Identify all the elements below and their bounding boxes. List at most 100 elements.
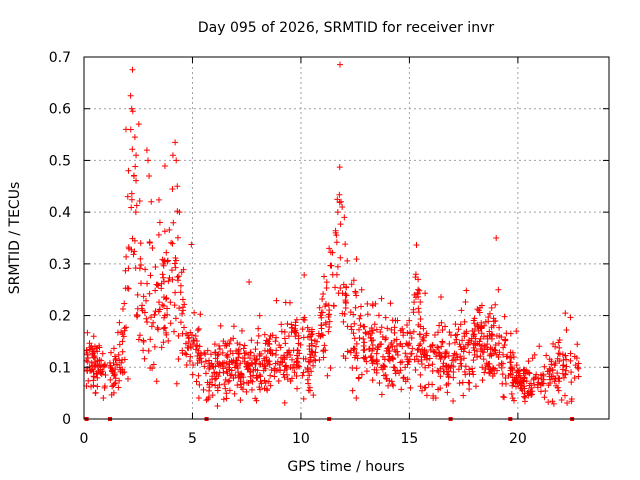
data-point	[417, 371, 424, 378]
data-point	[94, 383, 101, 390]
data-point	[417, 340, 424, 347]
data-point	[155, 326, 162, 333]
data-point	[500, 393, 507, 400]
data-point	[444, 389, 451, 396]
data-point	[364, 311, 371, 318]
data-point	[439, 339, 446, 346]
data-point	[182, 340, 189, 347]
data-point	[252, 360, 259, 367]
data-point	[573, 355, 580, 362]
data-point	[437, 293, 444, 300]
data-point	[301, 316, 308, 323]
data-point	[263, 386, 270, 393]
data-point	[528, 391, 535, 398]
data-point	[375, 312, 382, 319]
data-point	[125, 167, 132, 174]
y-tick-label: 0.6	[49, 102, 71, 118]
data-point	[513, 362, 520, 369]
data-point	[115, 351, 122, 358]
data-point	[562, 352, 569, 359]
data-point	[186, 334, 193, 341]
data-point	[350, 277, 357, 284]
data-point	[397, 367, 404, 374]
data-point	[255, 332, 262, 339]
data-point	[227, 337, 234, 344]
data-point	[390, 382, 397, 389]
data-point	[148, 198, 155, 205]
data-point	[179, 310, 186, 317]
data-point	[480, 356, 487, 363]
data-point	[186, 357, 193, 364]
data-point	[124, 375, 131, 382]
data-point	[302, 356, 309, 362]
data-point	[480, 349, 487, 356]
data-point	[495, 353, 502, 360]
data-point	[317, 333, 324, 340]
data-point	[196, 381, 203, 388]
data-point	[522, 394, 529, 401]
data-point	[245, 351, 252, 358]
data-point	[137, 261, 144, 268]
data-point	[470, 357, 477, 364]
data-point	[175, 332, 182, 339]
data-point	[172, 139, 179, 146]
data-point	[559, 366, 566, 373]
data-point	[221, 381, 228, 388]
data-point	[306, 384, 313, 391]
data-point	[212, 382, 219, 389]
data-point	[349, 387, 356, 394]
data-point	[167, 299, 174, 306]
data-point	[149, 365, 156, 372]
data-point	[203, 397, 210, 404]
data-point	[493, 235, 500, 241]
y-tick-label: 0.3	[49, 257, 71, 273]
data-point	[135, 121, 142, 128]
data-point	[119, 306, 126, 313]
plot-frame	[83, 56, 610, 420]
data-point	[206, 365, 213, 372]
data-point	[174, 274, 181, 281]
x-tick-label: 5	[188, 431, 197, 447]
data-point	[181, 324, 188, 331]
data-point	[122, 324, 129, 331]
data-point	[211, 376, 218, 383]
data-point	[295, 362, 302, 369]
data-point	[177, 282, 184, 289]
data-point	[369, 345, 376, 352]
data-point	[132, 163, 139, 170]
data-point	[216, 342, 223, 349]
data-point	[479, 377, 486, 384]
data-point	[413, 242, 420, 249]
data-point	[513, 328, 520, 335]
data-point	[567, 314, 574, 321]
data-point	[287, 364, 294, 371]
data-point	[365, 331, 372, 338]
data-point	[457, 321, 464, 328]
data-point	[476, 341, 483, 348]
data-point	[147, 272, 154, 279]
data-point	[165, 278, 172, 285]
data-point	[281, 329, 288, 336]
data-point	[442, 363, 449, 370]
data-point	[136, 265, 143, 272]
data-point	[342, 291, 349, 298]
data-point	[202, 358, 209, 365]
data-point	[182, 350, 189, 357]
data-point	[171, 328, 178, 335]
data-point	[323, 279, 330, 286]
data-point	[374, 346, 381, 353]
data-point	[248, 337, 255, 344]
data-point	[92, 389, 99, 396]
data-point	[240, 374, 247, 381]
axis-ticks: 0 0.1 0.2 0.3 0.4 0.5 0.6 0.7 0 5 10 15 20	[49, 50, 609, 447]
data-point	[318, 309, 325, 316]
data-point	[88, 367, 95, 374]
data-point	[267, 346, 274, 353]
data-point	[478, 346, 485, 353]
data-point	[350, 330, 357, 337]
data-point	[417, 298, 424, 305]
data-point	[193, 343, 200, 350]
data-point	[139, 302, 146, 309]
data-point	[168, 267, 175, 274]
data-point	[247, 373, 254, 380]
